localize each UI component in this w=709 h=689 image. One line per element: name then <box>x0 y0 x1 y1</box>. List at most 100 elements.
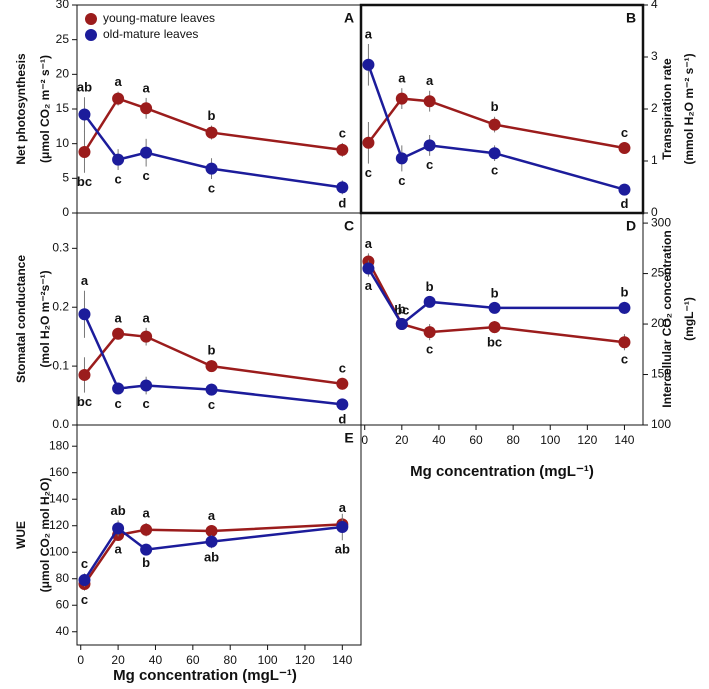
y-tick-label: 0.2 <box>52 299 69 313</box>
legend-label: young-mature leaves <box>103 11 215 25</box>
data-point <box>205 525 218 538</box>
significance-label: ab <box>335 542 350 557</box>
significance-label: c <box>143 396 150 411</box>
data-point <box>618 301 631 314</box>
panel-letter: D <box>626 218 636 234</box>
significance-label: c <box>398 173 405 188</box>
x-axis-label: Mg concentration (mgL⁻¹) <box>113 667 297 684</box>
plot-frame <box>360 212 644 426</box>
significance-label: ab <box>204 550 219 565</box>
x-tick-label: 80 <box>506 433 520 447</box>
significance-label: a <box>365 278 373 293</box>
data-point <box>618 183 631 196</box>
significance-label: a <box>426 73 434 88</box>
data-point <box>140 379 153 392</box>
series-line <box>83 113 343 189</box>
data-point <box>618 142 631 154</box>
panel-letter: C <box>344 218 354 234</box>
significance-label: a <box>81 273 89 288</box>
significance-label: c <box>365 165 372 180</box>
y-axis-label: (mol H₂O m⁻²s⁻¹) <box>38 270 52 367</box>
y-tick-label: 160 <box>49 465 69 479</box>
data-point <box>423 95 436 108</box>
y-tick-label: 10 <box>56 136 70 150</box>
data-point <box>423 295 436 308</box>
data-point <box>112 522 125 535</box>
y-tick-label: 0.3 <box>52 241 69 255</box>
data-point <box>112 382 125 395</box>
data-point <box>78 368 91 381</box>
y-tick-label: 30 <box>56 0 70 11</box>
significance-label: a <box>143 80 151 95</box>
y-tick-label: 2 <box>651 101 658 115</box>
y-tick-label: 0.0 <box>52 417 69 431</box>
data-point <box>112 327 125 340</box>
data-point <box>140 330 153 343</box>
data-point <box>205 162 218 175</box>
data-point <box>205 126 218 139</box>
data-point <box>112 92 125 105</box>
significance-label: b <box>426 279 434 294</box>
series-line <box>83 332 343 386</box>
data-point <box>423 139 436 152</box>
y-tick-label: 0 <box>651 205 658 219</box>
significance-label: c <box>81 556 88 571</box>
y-tick-label: 0 <box>62 205 69 219</box>
data-point <box>205 360 218 373</box>
significance-label: c <box>339 360 346 375</box>
series-line <box>83 97 343 153</box>
significance-label: c <box>114 396 121 411</box>
data-point <box>362 58 375 71</box>
x-tick-label: 100 <box>258 653 278 667</box>
data-point <box>488 321 501 334</box>
significance-label: a <box>143 506 151 521</box>
significance-label: a <box>143 310 151 325</box>
legend-marker <box>85 13 97 25</box>
data-point <box>618 336 631 349</box>
data-point <box>78 574 91 587</box>
significance-label: a <box>398 71 406 86</box>
significance-label: a <box>114 310 122 325</box>
x-tick-label: 140 <box>614 433 634 447</box>
significance-label: d <box>338 196 346 211</box>
data-point <box>78 145 91 158</box>
x-tick-label: 120 <box>295 653 315 667</box>
data-point <box>488 301 501 314</box>
significance-label: bc <box>77 394 92 409</box>
x-tick-label: 60 <box>186 653 200 667</box>
y-axis-label: Transpiration rate <box>660 58 674 160</box>
significance-label: c <box>426 157 433 172</box>
data-point <box>140 146 153 159</box>
y-axis-label: Stomatal conductance <box>14 255 28 383</box>
y-tick-label: 1 <box>651 153 658 167</box>
x-tick-label: 0 <box>361 433 368 447</box>
significance-label: b <box>208 343 216 358</box>
y-tick-label: 150 <box>651 367 671 381</box>
data-point <box>336 143 349 156</box>
data-point <box>78 108 91 121</box>
x-tick-label: 20 <box>395 433 409 447</box>
y-axis-label: (mmol H₂O m⁻² s⁻¹) <box>682 53 696 164</box>
data-point <box>140 523 153 536</box>
significance-label: c <box>426 342 433 357</box>
y-tick-label: 15 <box>56 101 70 115</box>
y-tick-label: 0.1 <box>52 358 69 372</box>
y-tick-label: 250 <box>651 266 671 280</box>
y-tick-label: 20 <box>56 67 70 81</box>
significance-label: a <box>365 26 373 41</box>
significance-label: c <box>621 352 628 367</box>
y-tick-label: 3 <box>651 49 658 63</box>
significance-label: a <box>208 508 216 523</box>
significance-label: b <box>620 284 628 299</box>
significance-label: c <box>114 171 121 186</box>
significance-label: b <box>142 555 150 570</box>
legend-label: old-mature leaves <box>103 27 198 41</box>
y-tick-label: 25 <box>56 32 70 46</box>
data-point <box>112 153 125 166</box>
significance-label: c <box>208 180 215 195</box>
legend-marker <box>85 29 97 41</box>
data-point <box>336 181 349 194</box>
y-tick-label: 200 <box>651 316 671 330</box>
x-axis-label: Mg concentration (mgL⁻¹) <box>410 463 594 480</box>
